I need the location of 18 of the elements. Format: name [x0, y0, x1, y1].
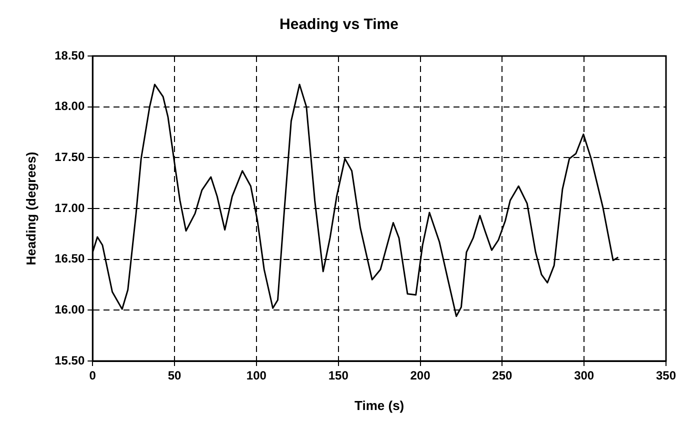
y-tick-label: 16.50 — [54, 252, 85, 266]
y-tick-label: 17.50 — [54, 150, 85, 164]
x-tick-label: 300 — [574, 368, 594, 383]
x-tick-label: 350 — [656, 368, 676, 383]
chart-title: Heading vs Time — [280, 16, 398, 34]
x-axis-title: Time (s) — [354, 398, 404, 413]
y-tick-label: 17.00 — [54, 200, 85, 215]
x-tick-label: 100 — [246, 368, 267, 383]
y-tick-label: 15.50 — [54, 353, 85, 368]
x-tick-label: 50 — [168, 368, 182, 383]
y-axis-title: Heading (degrees) — [23, 152, 38, 266]
x-tick-label: 250 — [492, 368, 513, 383]
y-tick-label: 18.50 — [54, 48, 85, 62]
x-tick-label: 0 — [89, 368, 96, 383]
x-tick-label: 150 — [328, 368, 349, 383]
y-tick-label: 16.00 — [54, 302, 85, 316]
y-tick-label: 18.00 — [54, 99, 85, 114]
x-tick-label: 200 — [410, 368, 431, 383]
